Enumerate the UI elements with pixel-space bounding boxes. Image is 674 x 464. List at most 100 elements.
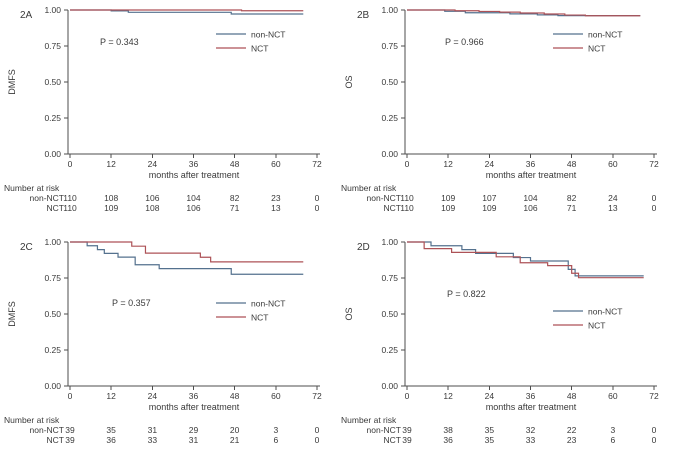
- y-tick-label: 1.00: [44, 5, 61, 15]
- x-tick-label: 0: [405, 391, 410, 401]
- risk-value: 0: [315, 193, 320, 203]
- y-tick-label: 0.75: [381, 41, 398, 51]
- panel-os-all-patients: 2B 0.00 0.25 0.50 0.75 1.00 0 12 24 36 48 60 72 month…: [337, 0, 674, 232]
- risk-value: 71: [230, 203, 240, 213]
- x-tick-label: 12: [106, 159, 116, 169]
- legend-label-NCT: NCT: [251, 313, 268, 323]
- panel-label: 2B: [357, 10, 370, 21]
- risk-value: 6: [273, 435, 278, 445]
- p-value-text: P = 0.357: [112, 298, 151, 308]
- panel-dmfs-subgroup: 2C 0.00 0.25 0.50 0.75 1.00 0 12 24 36 48 60 72 month…: [0, 232, 337, 464]
- y-axis-title: OS: [344, 75, 354, 88]
- risk-value: 109: [482, 203, 496, 213]
- risk-row-label-NCT: NCT: [384, 203, 401, 213]
- risk-value: 38: [443, 425, 453, 435]
- y-tick-label: 0.75: [44, 41, 61, 51]
- risk-row-label-NCT: NCT: [47, 203, 64, 213]
- y-tick-label: 0.00: [381, 381, 398, 391]
- risk-table-title: Number at risk: [4, 183, 60, 193]
- panel-os-subgroup: 2D 0.00 0.25 0.50 0.75 1.00 0 12 24 36 48 60 72 month…: [337, 232, 674, 464]
- legend-label-non-NCT: non-NCT: [588, 307, 622, 317]
- y-tick-label: 0.50: [44, 77, 61, 87]
- legend-label-NCT: NCT: [251, 44, 268, 54]
- risk-value: 109: [104, 203, 118, 213]
- x-tick-label: 48: [230, 391, 240, 401]
- risk-value: 110: [63, 193, 77, 203]
- p-value-text: P = 0.343: [100, 37, 139, 47]
- risk-value: 22: [567, 425, 577, 435]
- risk-value: 0: [315, 203, 320, 213]
- y-axis-title: DMFS: [7, 69, 17, 95]
- panel-label: 2C: [20, 242, 33, 253]
- risk-value: 71: [567, 203, 577, 213]
- risk-value: 35: [485, 425, 495, 435]
- legend-label-non-NCT: non-NCT: [251, 299, 285, 309]
- risk-value: 33: [148, 435, 158, 445]
- risk-row-label-non-NCT: non-NCT: [30, 193, 64, 203]
- risk-value: 39: [65, 435, 75, 445]
- risk-value: 106: [523, 203, 537, 213]
- legend-label-non-NCT: non-NCT: [588, 30, 622, 40]
- risk-value: 106: [145, 193, 159, 203]
- p-value-text: P = 0.822: [447, 289, 486, 299]
- risk-value: 110: [63, 203, 77, 213]
- risk-value: 20: [230, 425, 240, 435]
- risk-value: 3: [273, 425, 278, 435]
- risk-value: 35: [106, 425, 116, 435]
- risk-value: 39: [402, 425, 412, 435]
- legend-label-NCT: NCT: [588, 321, 605, 331]
- risk-row-label-NCT: NCT: [384, 435, 401, 445]
- x-tick-label: 36: [189, 159, 199, 169]
- risk-value: 109: [441, 193, 455, 203]
- x-axis-title: months after treatment: [149, 170, 240, 180]
- risk-value: 109: [441, 203, 455, 213]
- y-tick-label: 0.00: [44, 149, 61, 159]
- risk-value: 110: [400, 193, 414, 203]
- x-tick-label: 72: [312, 159, 322, 169]
- x-axis-title: months after treatment: [486, 402, 577, 412]
- x-tick-label: 0: [68, 159, 73, 169]
- x-tick-label: 12: [106, 391, 116, 401]
- x-axis-title: months after treatment: [486, 170, 577, 180]
- risk-value: 36: [106, 435, 116, 445]
- y-axis-title: OS: [344, 307, 354, 320]
- x-tick-label: 0: [68, 391, 73, 401]
- x-tick-label: 60: [271, 391, 281, 401]
- risk-row-label-NCT: NCT: [47, 435, 64, 445]
- x-tick-label: 72: [649, 159, 659, 169]
- y-tick-label: 0.25: [381, 345, 398, 355]
- x-tick-label: 48: [567, 159, 577, 169]
- x-tick-label: 12: [443, 159, 453, 169]
- risk-value: 0: [315, 425, 320, 435]
- x-tick-label: 48: [567, 391, 577, 401]
- y-tick-label: 0.25: [381, 113, 398, 123]
- risk-value: 31: [148, 425, 158, 435]
- series-line-NCT: [407, 9, 641, 17]
- risk-value: 3: [610, 425, 615, 435]
- x-tick-label: 60: [608, 159, 618, 169]
- risk-value: 104: [523, 193, 537, 203]
- legend-label-NCT: NCT: [588, 44, 605, 54]
- y-tick-label: 1.00: [381, 237, 398, 247]
- x-tick-label: 36: [189, 391, 199, 401]
- risk-value: 108: [104, 193, 118, 203]
- risk-value: 36: [443, 435, 453, 445]
- risk-value: 6: [610, 435, 615, 445]
- risk-value: 108: [145, 203, 159, 213]
- y-tick-label: 0.75: [381, 273, 398, 283]
- y-tick-label: 1.00: [44, 237, 61, 247]
- risk-value: 24: [608, 193, 618, 203]
- risk-row-label-non-NCT: non-NCT: [367, 425, 401, 435]
- risk-value: 21: [230, 435, 240, 445]
- panel-label: 2A: [20, 10, 33, 21]
- risk-table-title: Number at risk: [341, 415, 397, 425]
- risk-value: 39: [65, 425, 75, 435]
- series-line-NCT: [70, 9, 304, 12]
- risk-value: 110: [400, 203, 414, 213]
- km-plot-2A: 2A 0.00 0.25 0.50 0.75 1.00 0 12 24 36 48 60 72 month…: [4, 5, 322, 213]
- x-tick-label: 24: [485, 391, 495, 401]
- risk-value: 0: [652, 203, 657, 213]
- risk-value: 107: [482, 193, 496, 203]
- y-tick-label: 0.00: [44, 381, 61, 391]
- risk-value: 31: [189, 435, 199, 445]
